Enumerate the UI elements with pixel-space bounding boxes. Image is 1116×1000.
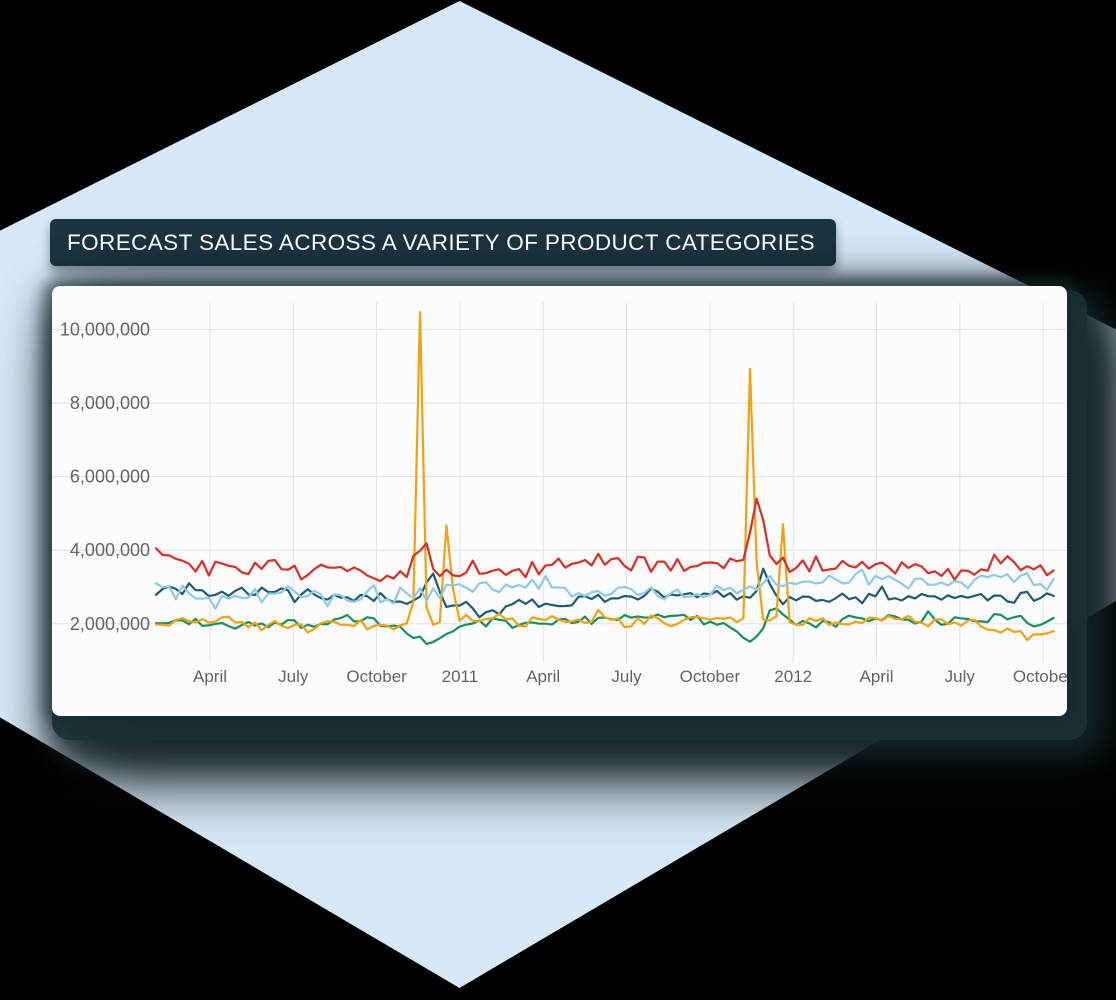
svg-text:October: October	[1013, 667, 1067, 686]
svg-text:October: October	[346, 667, 407, 686]
svg-text:2012: 2012	[774, 667, 812, 686]
svg-text:2011: 2011	[442, 667, 479, 686]
svg-text:6,000,000: 6,000,000	[70, 467, 150, 487]
svg-text:October: October	[680, 667, 741, 686]
svg-text:4,000,000: 4,000,000	[70, 540, 150, 560]
svg-text:April: April	[526, 667, 560, 686]
svg-text:July: July	[945, 667, 976, 686]
svg-text:April: April	[193, 667, 227, 686]
svg-text:July: July	[611, 667, 642, 686]
svg-text:April: April	[859, 667, 893, 686]
svg-text:2,000,000: 2,000,000	[70, 614, 150, 634]
svg-text:July: July	[278, 667, 309, 686]
svg-text:8,000,000: 8,000,000	[70, 393, 150, 413]
svg-text:10,000,000: 10,000,000	[60, 320, 150, 340]
